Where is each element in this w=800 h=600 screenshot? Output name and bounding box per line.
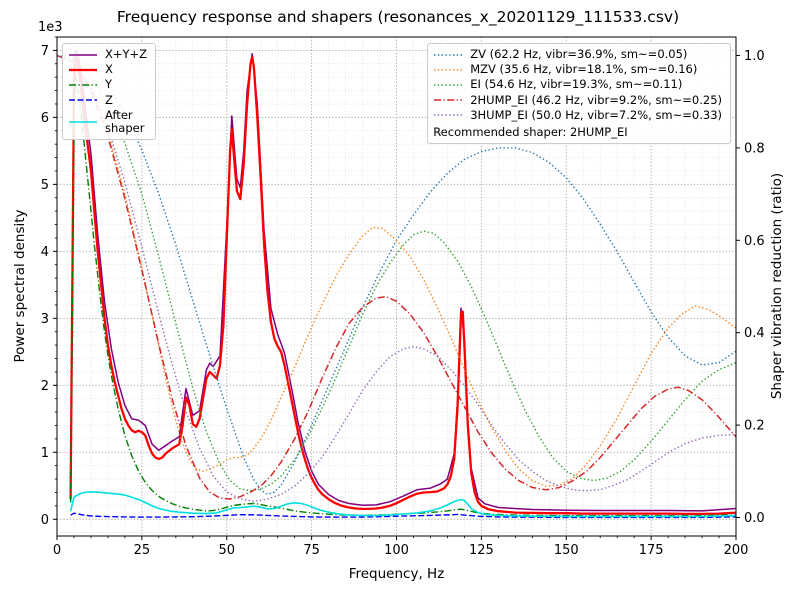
y-axis-offset-text: 1e3 — [38, 20, 63, 35]
legend-line-sample-3hump-ei — [434, 114, 463, 117]
y-right-tick-label: 0.8 — [744, 141, 765, 156]
series-line-z — [70, 512, 737, 519]
series-line-after-shaper — [69, 490, 737, 518]
y-right-tick-label: 0.6 — [744, 234, 765, 249]
legend-item-y: Y — [68, 77, 147, 92]
y-right-tick-label: 1.0 — [744, 49, 765, 64]
series-line-y — [69, 76, 737, 517]
legend-item-label: EI (54.6 Hz, vibr=19.3%, sm~=0.11) — [470, 77, 683, 92]
legend-item-label: X — [105, 62, 113, 77]
legend-item-xyz: X+Y+Z — [68, 47, 147, 62]
legend-item-3hump-ei: 3HUMP_EI (50.0 Hz, vibr=7.2%, sm~=0.33) — [433, 108, 722, 123]
y-right-tick-label: 0.0 — [744, 511, 765, 526]
legend-line-sample-2hump-ei — [434, 99, 463, 102]
x-tick-label: 75 — [303, 543, 320, 558]
legend-line-sample-zv — [434, 53, 463, 56]
y-left-tick-label: 5 — [41, 178, 49, 193]
legend-item-label: MZV (35.6 Hz, vibr=18.1%, sm~=0.16) — [470, 62, 698, 77]
series-line-mzv — [56, 54, 737, 487]
series-line-ei — [56, 54, 737, 492]
y-right-tick-label: 0.4 — [744, 326, 765, 341]
x-tick-label: 50 — [218, 543, 235, 558]
y-axis-label-right: Shaper vibration reduction (ratio) — [769, 172, 785, 400]
legend-item-zv: ZV (62.2 Hz, vibr=36.9%, sm~=0.05) — [433, 47, 722, 62]
legend-psd: X+Y+Z X Y Z After shaper — [62, 43, 157, 141]
y-left-tick-label: 3 — [41, 312, 49, 327]
y-axis-label-left: Power spectral density — [12, 209, 28, 363]
legend-item-2hump-ei: 2HUMP_EI (46.2 Hz, vibr=9.2%, sm~=0.25) — [433, 93, 722, 108]
x-tick-label: 25 — [134, 543, 151, 558]
y-left-tick-label: 2 — [41, 379, 49, 394]
x-tick-label: 125 — [469, 543, 494, 558]
legend-recommended-shaper-note: Recommended shaper: 2HUMP_EI — [433, 125, 628, 140]
legend-item-z: Z — [68, 93, 147, 108]
legend-item-label: After shaper — [105, 107, 145, 136]
y-left-tick-label: 1 — [41, 446, 49, 461]
series-line-x — [69, 55, 737, 516]
legend-line-sample-xyz — [69, 53, 97, 56]
legend-item-label: Y — [105, 77, 113, 92]
legend-item-x: X — [68, 62, 147, 77]
legend-line-sample-z — [69, 99, 97, 101]
chart-title: Frequency response and shapers (resonanc… — [116, 8, 680, 26]
y-left-tick-label: 0 — [41, 513, 49, 528]
y-right-tick-label: 0.2 — [744, 419, 765, 434]
legend-item-ei: EI (54.6 Hz, vibr=19.3%, sm~=0.11) — [433, 77, 722, 92]
legend-item-mzv: MZV (35.6 Hz, vibr=18.1%, sm~=0.16) — [433, 62, 722, 77]
legend-line-sample-after-shaper — [69, 121, 97, 123]
legend-line-sample-x — [69, 68, 97, 71]
legend-item-label: Z — [105, 92, 113, 107]
y-left-tick-label: 6 — [41, 111, 49, 126]
y-left-tick-label: 4 — [41, 245, 49, 260]
x-tick-label: 0 — [53, 543, 61, 558]
legend-item-label: ZV (62.2 Hz, vibr=36.9%, sm~=0.05) — [470, 47, 688, 61]
x-tick-label: 200 — [724, 543, 749, 558]
legend-line-sample-ei — [434, 84, 463, 86]
x-tick-label: 100 — [384, 543, 409, 558]
x-tick-label: 150 — [554, 543, 579, 558]
series-group — [56, 49, 737, 519]
series-line-zv — [56, 54, 737, 496]
legend-item-label: 3HUMP_EI (50.0 Hz, vibr=7.2%, sm~=0.33) — [470, 107, 722, 122]
legend-item-after-shaper: After shaper — [68, 108, 147, 136]
legend-item-label: 2HUMP_EI (46.2 Hz, vibr=9.2%, sm~=0.25) — [470, 92, 722, 107]
legend-item-label: X+Y+Z — [105, 47, 148, 61]
legend-line-sample-y — [69, 84, 97, 86]
legend-line-sample-mzv — [434, 69, 463, 71]
y-left-tick-label: 7 — [41, 44, 49, 59]
legend-shapers: ZV (62.2 Hz, vibr=36.9%, sm~=0.05) MZV (3… — [427, 43, 731, 145]
series-line-2hump-ei — [56, 54, 737, 500]
x-axis-label: Frequency, Hz — [348, 566, 445, 582]
x-tick-label: 175 — [639, 543, 664, 558]
